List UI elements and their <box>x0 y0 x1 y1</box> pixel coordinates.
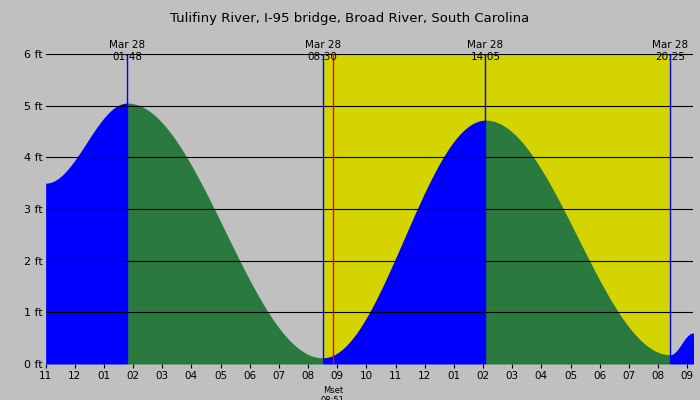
Text: Tulifiny River, I-95 bridge, Broad River, South Carolina: Tulifiny River, I-95 bridge, Broad River… <box>170 12 530 25</box>
Text: Mset
08:51: Mset 08:51 <box>321 386 344 400</box>
Bar <box>323 54 670 364</box>
Text: Mar 28
08:30: Mar 28 08:30 <box>304 40 341 62</box>
Text: Mar 28
14:05: Mar 28 14:05 <box>468 40 503 62</box>
Text: Mar 28
20:25: Mar 28 20:25 <box>652 40 688 62</box>
Text: Mar 28
01:48: Mar 28 01:48 <box>109 40 145 62</box>
